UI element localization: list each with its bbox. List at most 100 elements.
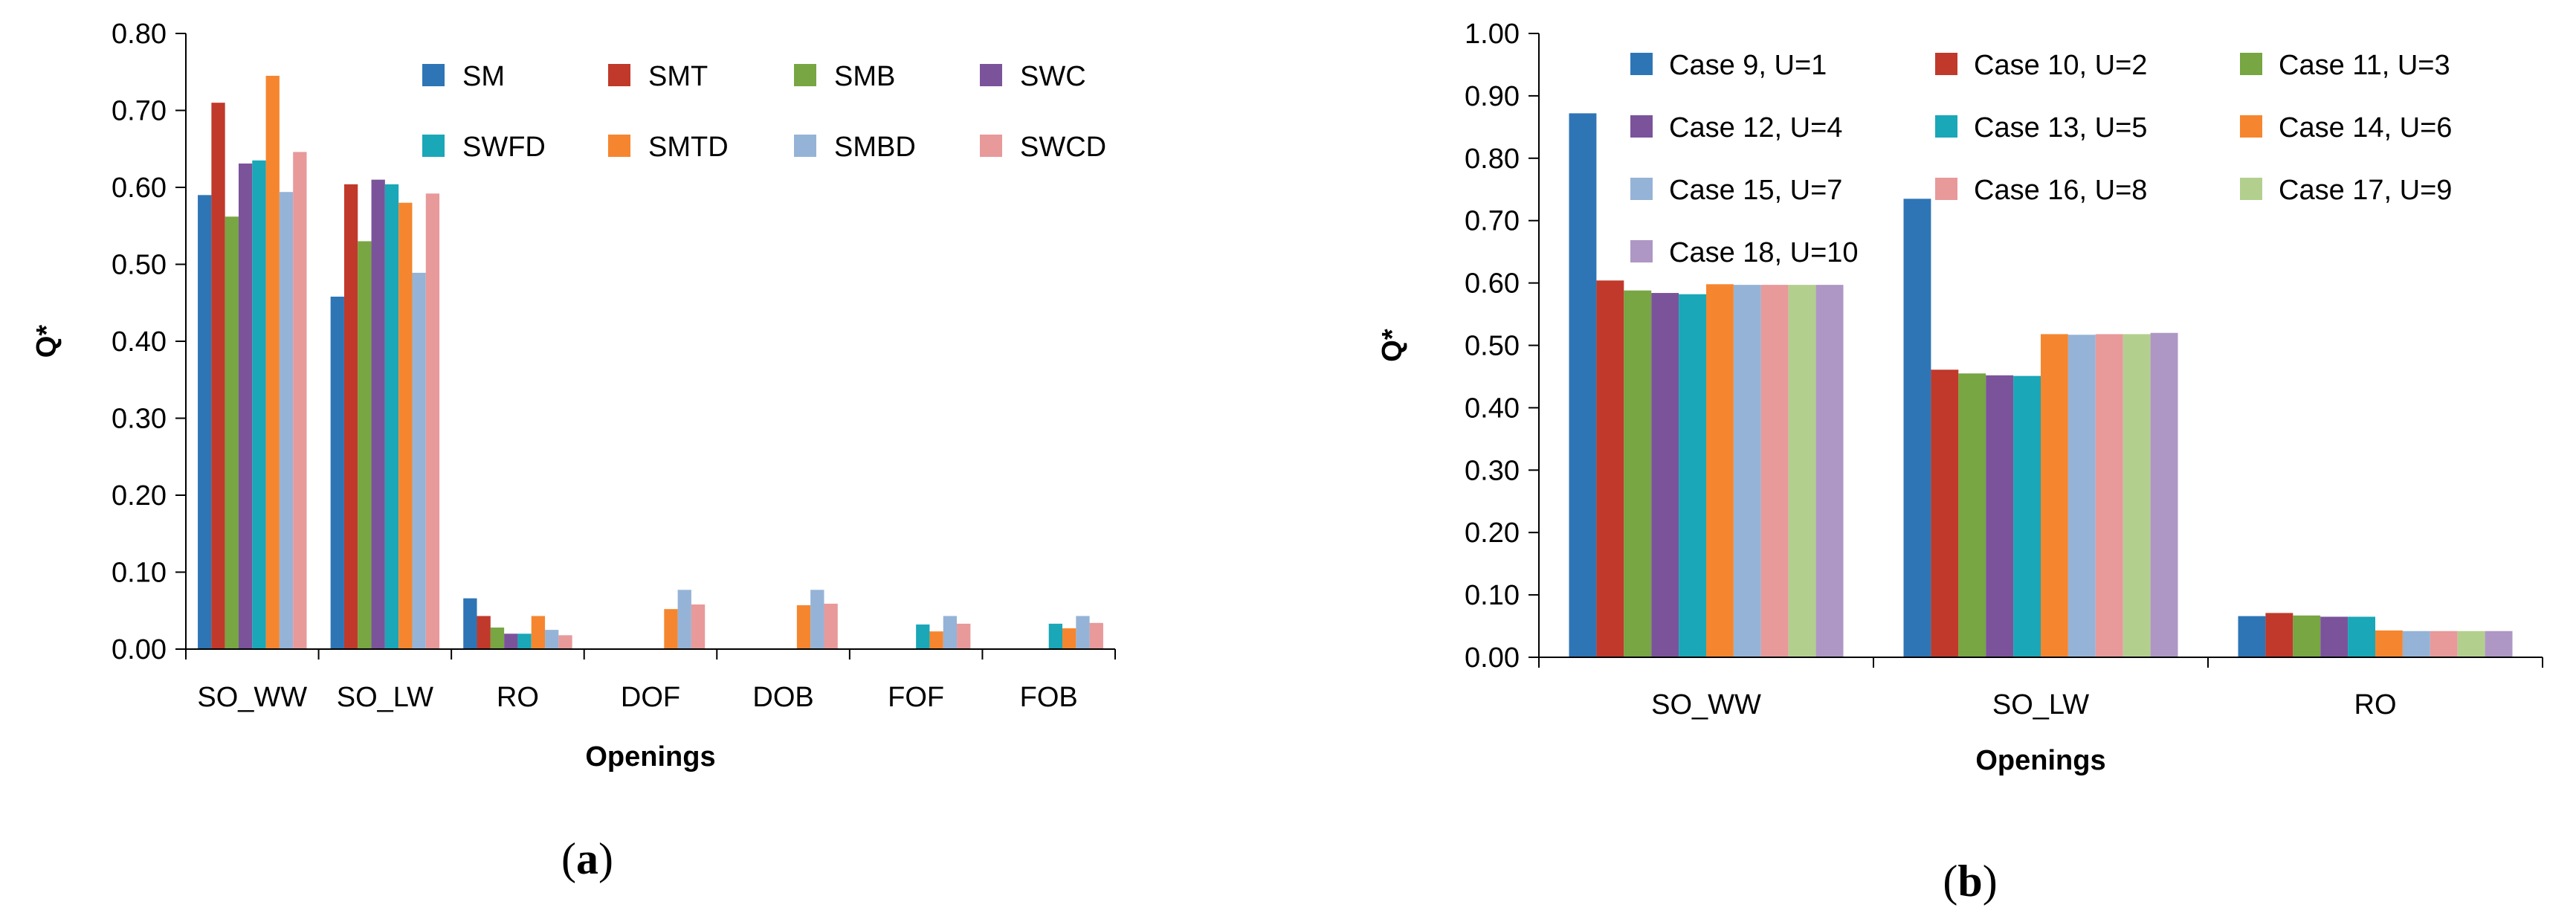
legend-swatch [1935, 178, 1957, 200]
legend-swatch [1630, 115, 1653, 138]
legend-swatch [2240, 53, 2262, 75]
bar-case-10-u-2-so-lw [1931, 370, 1959, 657]
bar-swcd-dof [691, 604, 706, 649]
legend-label: Case 11, U=3 [2279, 50, 2450, 81]
bar-swcd-fof [957, 623, 971, 649]
bar-case-18-u-10-so-ww [1815, 285, 1844, 657]
legend-label: Case 17, U=9 [2279, 175, 2452, 206]
legend-label: Case 18, U=10 [1669, 237, 1859, 268]
x-tick-label: RO [2354, 689, 2397, 720]
bar-smt-ro [477, 616, 491, 649]
bar-swfd-fob [1048, 623, 1063, 649]
x-tick-label: DOB [752, 682, 813, 713]
bar-case-15-u-7-so-ww [1733, 285, 1761, 657]
y-tick-label: 0.70 [112, 96, 167, 127]
bar-case-9-u-1-ro [2238, 616, 2266, 657]
legend-label: Case 9, U=1 [1669, 50, 1827, 81]
bar-case-12-u-4-so-ww [1651, 293, 1679, 657]
y-tick-label: 0.80 [1465, 144, 1520, 175]
bar-sm-ro [463, 598, 477, 649]
panel-label: (a) [561, 834, 613, 883]
bar-case-16-u-8-so-lw [2095, 334, 2123, 657]
y-tick-label: 0.00 [1465, 642, 1520, 674]
bar-smbd-fof [943, 616, 958, 649]
bar-case-9-u-1-so-ww [1569, 113, 1597, 658]
bar-swcd-so-lw [425, 193, 440, 649]
bar-smtd-so-ww [265, 75, 280, 650]
legend-swatch [608, 64, 630, 86]
x-tick-label: FOF [888, 682, 944, 713]
bar-smtd-dof [664, 609, 678, 649]
bar-case-17-u-9-ro [2457, 631, 2485, 657]
legend-swatch [1630, 53, 1653, 75]
bar-swfd-ro [517, 633, 532, 649]
y-tick-label: 0.40 [1465, 393, 1520, 424]
bar-case-10-u-2-ro [2265, 613, 2293, 657]
bar-case-11-u-3-so-lw [1958, 373, 1986, 657]
x-tick-label: SO_LW [1992, 689, 2089, 720]
bar-swcd-ro [558, 635, 572, 649]
legend-label: Case 14, U=6 [2279, 112, 2452, 144]
legend-label: SMB [834, 61, 895, 92]
y-tick-label: 0.20 [112, 480, 167, 512]
legend-swatch [422, 64, 445, 86]
bar-swfd-so-lw [384, 184, 399, 650]
panel-label-close: ) [598, 834, 613, 883]
bar-case-15-u-7-ro [2402, 631, 2430, 657]
panel-label-letter: a [576, 834, 598, 883]
x-tick-label: SO_WW [1651, 689, 1761, 720]
bar-smbd-fob [1076, 616, 1090, 649]
y-tick-label: 0.30 [112, 404, 167, 435]
y-tick-label: 0.40 [112, 326, 167, 358]
x-tick-label: DOF [621, 682, 680, 713]
y-tick-label: 0.60 [112, 172, 167, 204]
bar-swcd-fob [1089, 622, 1103, 649]
legend-swatch [1630, 178, 1653, 200]
bar-smb-so-lw [358, 241, 372, 649]
chart-a: 0.00 0.10 0.20 0.30 0.40 0.50 0.60 0.70 0.80 SO_W… [31, 19, 1116, 883]
bar-smbd-so-lw [412, 272, 426, 649]
y-tick-label: 0.60 [1465, 268, 1520, 300]
bar-smbd-dob [810, 590, 824, 649]
bar-smbd-ro [545, 630, 559, 649]
bar-smtd-fob [1062, 628, 1076, 649]
legend-swatch [608, 135, 630, 157]
y-tick-label: 1.00 [1465, 19, 1520, 50]
legend-swatch [1630, 240, 1653, 262]
bar-case-12-u-4-so-lw [1986, 375, 2014, 657]
legend-swatch [422, 135, 445, 157]
bar-sm-so-ww [198, 195, 212, 650]
bar-case-16-u-8-so-ww [1760, 285, 1789, 657]
bar-case-13-u-5-so-lw [2013, 375, 2041, 657]
legend-label: Case 13, U=5 [1974, 112, 2147, 144]
bar-case-16-u-8-ro [2430, 631, 2458, 657]
y-tick-label: 0.00 [112, 634, 167, 665]
bar-case-13-u-5-so-ww [1679, 294, 1706, 657]
bar-swc-ro [504, 633, 518, 649]
bar-smt-so-ww [211, 103, 225, 649]
bar-case-11-u-3-ro [2293, 615, 2321, 657]
chart-b: 0.00 0.10 0.20 0.30 0.40 0.50 0.60 0.70 0.80 0.90… [1377, 19, 2543, 906]
bar-case-17-u-9-so-ww [1788, 285, 1816, 657]
x-tick-label: RO [497, 682, 539, 713]
bar-swfd-fof [916, 624, 930, 649]
bar-smb-so-ww [225, 216, 239, 650]
x-tick-label: SO_WW [197, 682, 307, 713]
y-tick-label: 0.10 [1465, 580, 1520, 611]
bar-swc-so-lw [371, 179, 385, 649]
bar-smtd-ro [531, 616, 546, 649]
legend-label: SWFD [462, 132, 546, 163]
legend: SM SMT SMB SWC SWFD SMTD SMBD SWCD [422, 61, 1106, 163]
y-tick-label: 0.30 [1465, 455, 1520, 486]
legend-label: SWCD [1020, 132, 1106, 163]
bar-swfd-so-ww [252, 160, 266, 649]
legend-swatch [980, 135, 1002, 157]
legend-swatch [794, 64, 816, 86]
bar-swcd-so-ww [293, 152, 307, 649]
bar-smtd-dob [796, 605, 811, 649]
bar-case-11-u-3-so-ww [1624, 290, 1652, 657]
legend-label: SMBD [834, 132, 916, 163]
panel-label-close: ) [1983, 857, 1998, 906]
bar-case-10-u-2-so-ww [1596, 280, 1624, 657]
